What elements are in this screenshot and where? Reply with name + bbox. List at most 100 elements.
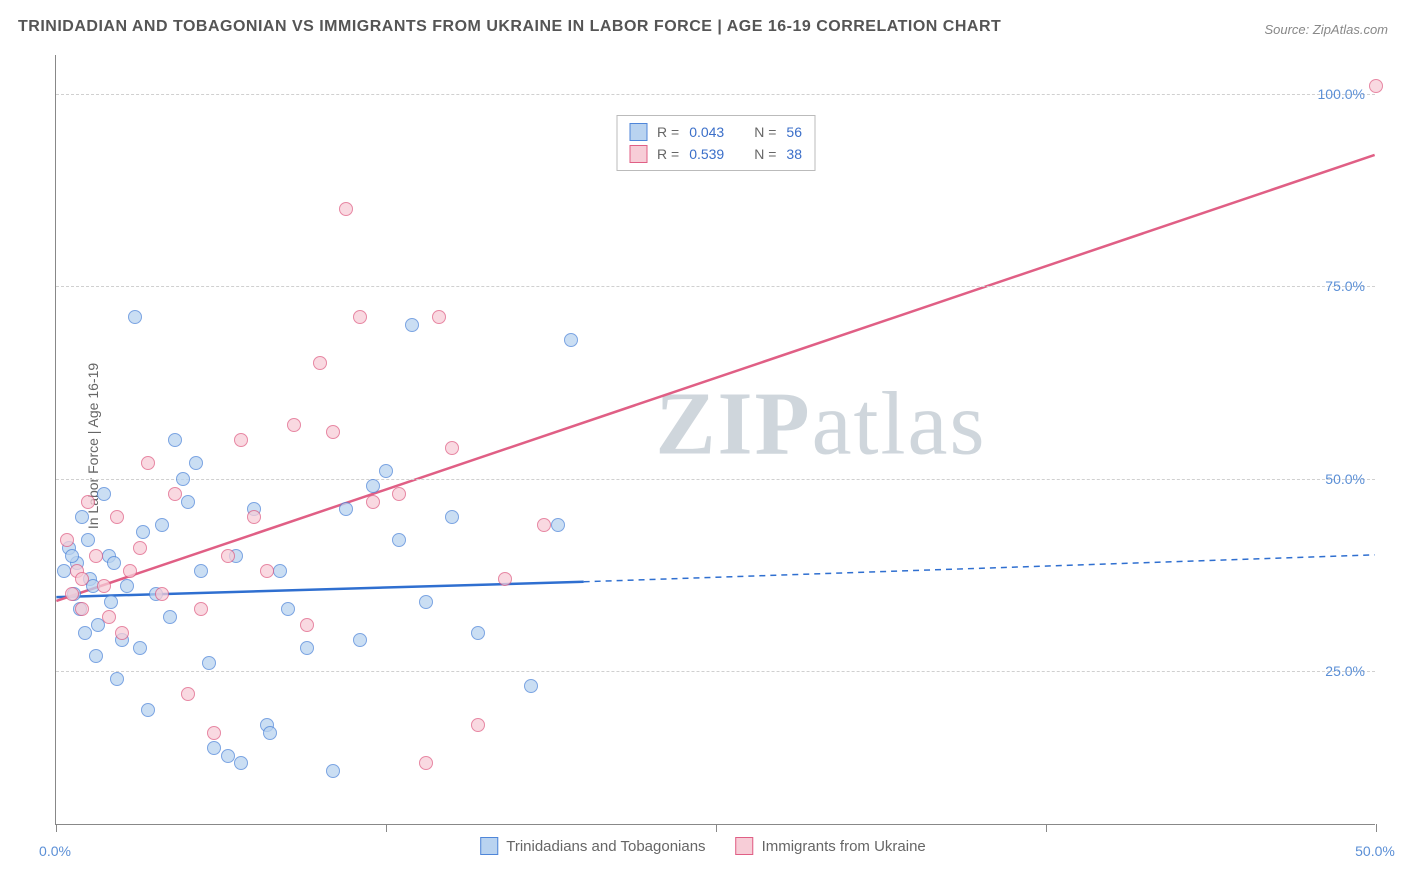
x-tick	[56, 824, 57, 832]
y-tick-label: 75.0%	[1325, 278, 1365, 294]
data-point	[81, 495, 95, 509]
chart-title: TRINIDADIAN AND TOBAGONIAN VS IMMIGRANTS…	[18, 18, 1001, 36]
legend-swatch	[629, 123, 647, 141]
data-point	[81, 533, 95, 547]
data-point	[524, 679, 538, 693]
data-point	[181, 687, 195, 701]
data-point	[181, 495, 195, 509]
legend-swatch	[480, 837, 498, 855]
data-point	[419, 595, 433, 609]
gridline	[56, 671, 1375, 672]
data-point	[75, 510, 89, 524]
x-tick	[386, 824, 387, 832]
data-point	[75, 572, 89, 586]
legend-r-label: R =	[657, 124, 679, 140]
data-point	[57, 564, 71, 578]
data-point	[104, 595, 118, 609]
data-point	[155, 587, 169, 601]
x-tick-label: 0.0%	[39, 843, 71, 859]
legend-series: Trinidadians and Tobagonians Immigrants f…	[480, 837, 926, 855]
data-point	[392, 487, 406, 501]
data-point	[379, 464, 393, 478]
data-point	[366, 495, 380, 509]
y-tick-label: 25.0%	[1325, 663, 1365, 679]
data-point	[207, 726, 221, 740]
data-point	[75, 602, 89, 616]
data-point	[326, 764, 340, 778]
data-point	[287, 418, 301, 432]
legend-r-label: R =	[657, 146, 679, 162]
data-point	[281, 602, 295, 616]
data-point	[65, 549, 79, 563]
data-point	[141, 703, 155, 717]
data-point	[194, 602, 208, 616]
data-point	[65, 587, 79, 601]
legend-n-label: N =	[754, 146, 776, 162]
data-point	[78, 626, 92, 640]
data-point	[564, 333, 578, 347]
data-point	[537, 518, 551, 532]
data-point	[89, 549, 103, 563]
legend-n-value: 56	[786, 124, 802, 140]
legend-swatch	[629, 145, 647, 163]
data-point	[392, 533, 406, 547]
data-point	[120, 579, 134, 593]
y-tick-label: 50.0%	[1325, 471, 1365, 487]
data-point	[194, 564, 208, 578]
legend-r-value: 0.043	[689, 124, 724, 140]
data-point	[300, 641, 314, 655]
x-tick	[1046, 824, 1047, 832]
data-point	[471, 626, 485, 640]
data-point	[366, 479, 380, 493]
data-point	[168, 433, 182, 447]
legend-n-value: 38	[786, 146, 802, 162]
data-point	[102, 610, 116, 624]
data-point	[405, 318, 419, 332]
gridline	[56, 286, 1375, 287]
data-point	[313, 356, 327, 370]
data-point	[133, 541, 147, 555]
x-tick	[1376, 824, 1377, 832]
legend-row: R =0.043N =56	[629, 121, 802, 143]
data-point	[234, 433, 248, 447]
data-point	[234, 756, 248, 770]
data-point	[445, 441, 459, 455]
plot-area: ZIPatlas R = 0.043 N = 56 R = 0.539 N = 38 25.0…	[55, 55, 1375, 825]
data-point	[263, 726, 277, 740]
data-point	[445, 510, 459, 524]
data-point	[155, 518, 169, 532]
data-point	[221, 549, 235, 563]
legend-item: Immigrants from Ukraine	[736, 837, 926, 855]
data-point	[498, 572, 512, 586]
legend-item: Trinidadians and Tobagonians	[480, 837, 705, 855]
data-point	[163, 610, 177, 624]
data-point	[1369, 79, 1383, 93]
data-point	[353, 310, 367, 324]
data-point	[207, 741, 221, 755]
legend-row: R = 0.539 N = 38	[629, 143, 802, 165]
data-point	[176, 472, 190, 486]
data-point	[110, 672, 124, 686]
data-point	[123, 564, 137, 578]
data-point	[471, 718, 485, 732]
data-point	[133, 641, 147, 655]
x-tick-label: 50.0%	[1355, 843, 1395, 859]
watermark: ZIPatlas	[656, 373, 987, 476]
data-point	[419, 756, 433, 770]
data-point	[202, 656, 216, 670]
data-point	[551, 518, 565, 532]
data-point	[128, 310, 142, 324]
legend-correlation: R = 0.043 N = 56 R = 0.539 N = 38	[616, 115, 815, 171]
data-point	[136, 525, 150, 539]
gridline	[56, 94, 1375, 95]
data-point	[353, 633, 367, 647]
data-point	[60, 533, 74, 547]
legend-label: Trinidadians and Tobagonians	[506, 838, 705, 855]
data-point	[89, 649, 103, 663]
legend-swatch	[736, 837, 754, 855]
legend-label: Immigrants from Ukraine	[762, 838, 926, 855]
legend-r-value: 0.539	[689, 146, 724, 162]
data-point	[107, 556, 121, 570]
data-point	[339, 202, 353, 216]
data-point	[260, 564, 274, 578]
